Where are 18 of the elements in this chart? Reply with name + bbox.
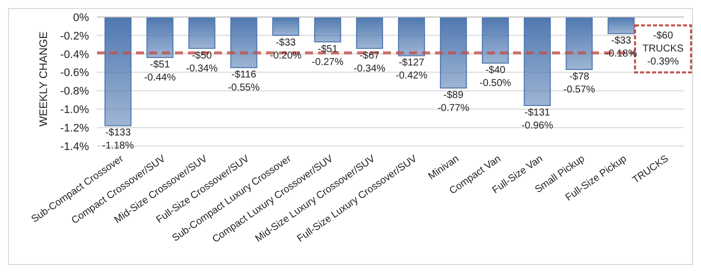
ref-line-label: -$60 TRUCKS -0.39% <box>642 30 684 68</box>
data-label: -$116 -0.55% <box>228 70 260 94</box>
data-label: -$78 -0.57% <box>563 72 596 96</box>
y-tick-label: 0% <box>73 12 90 24</box>
data-label: -$133 -1.18% <box>102 128 134 152</box>
y-tick-label: -1.0% <box>60 104 90 116</box>
y-tick-label: -1.4% <box>60 140 90 153</box>
y-tick-label: -0.8% <box>60 86 90 98</box>
data-label: -$89 -0.77% <box>438 90 470 114</box>
y-tick-label: -0.2% <box>60 30 90 42</box>
y-tick-label: -1.2% <box>60 122 90 134</box>
y-axis-title: WEEKLY CHANGE <box>38 32 50 126</box>
data-label: -$40 -0.50% <box>480 65 512 90</box>
data-label: -$131 -0.96% <box>521 107 554 132</box>
data-label: -$127 -0.42% <box>396 58 428 82</box>
y-tick-label: -0.6% <box>60 67 90 80</box>
data-label: -$51 -0.44% <box>144 60 176 84</box>
y-tick-label: -0.4% <box>60 48 90 61</box>
